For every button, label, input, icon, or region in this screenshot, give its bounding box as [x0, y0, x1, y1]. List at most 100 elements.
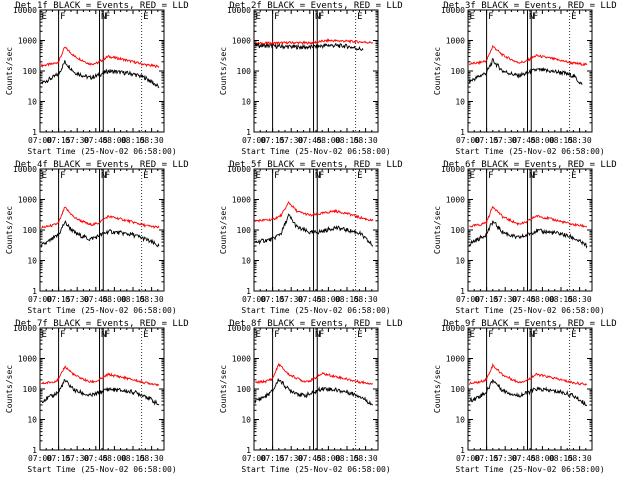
y-tick-label: 10000 — [227, 324, 251, 333]
x-axis-label: Start Time (25-Nov-02 06:58:00) — [455, 465, 604, 474]
x-tick-label: 08:00 — [316, 295, 340, 304]
x-tick-label: 07:15 — [261, 136, 285, 145]
y-tick-label: 100 — [23, 67, 38, 76]
y-tick-label: 1 — [460, 287, 465, 296]
x-tick-label: 07:15 — [475, 136, 499, 145]
y-tick-label: 100 — [23, 226, 38, 235]
event-marker-label: E — [357, 12, 362, 22]
event-marker-label: F — [533, 12, 538, 22]
x-tick-label: 08:30 — [568, 136, 592, 145]
x-tick-label: 07:30 — [65, 295, 89, 304]
x-tick-label: 07:45 — [512, 295, 536, 304]
x-tick-label: 07:15 — [475, 454, 499, 463]
y-tick-label: 10 — [241, 98, 251, 107]
y-axis-label: Counts/sec — [219, 365, 228, 413]
x-tick-label: 08:00 — [102, 454, 126, 463]
event-marker-label: E — [256, 330, 261, 340]
x-tick-label: 08:15 — [335, 295, 359, 304]
x-tick-label: 08:00 — [102, 295, 126, 304]
series-line-events-black — [40, 220, 160, 248]
y-tick-label: 1 — [246, 128, 251, 137]
chart-panel-2: Det 2f BLACK = Events, RED = LLD 1 10 100 10… — [219, 1, 403, 156]
y-tick-label: 1 — [246, 446, 251, 455]
x-tick-label: 07:30 — [279, 454, 303, 463]
x-tick-label: 08:15 — [121, 136, 145, 145]
x-axis-label: Start Time (25-Nov-02 06:58:00) — [455, 147, 604, 156]
x-tick-label: 08:00 — [530, 454, 554, 463]
y-tick-label: 100 — [237, 385, 252, 394]
series-line-events-black — [468, 378, 588, 407]
x-axis-label: Start Time (25-Nov-02 06:58:00) — [241, 147, 390, 156]
event-marker-label: F — [105, 171, 110, 181]
event-marker-label: E — [357, 171, 362, 181]
x-axis-label: Start Time (25-Nov-02 06:58:00) — [241, 306, 390, 315]
event-marker-label: E — [143, 171, 148, 181]
x-axis-label: Start Time (25-Nov-02 06:58:00) — [241, 465, 390, 474]
chart-title: Det 5f BLACK = Events, RED = LLD — [229, 160, 402, 170]
series-line-lld-red — [468, 44, 588, 67]
event-marker-label: F — [274, 12, 279, 22]
chart-panel-9: Det 9f BLACK = Events, RED = LLD 1 10 100 10… — [433, 319, 617, 474]
chart-panel-5: Det 5f BLACK = Events, RED = LLD 1 10 100 10… — [219, 160, 403, 315]
y-tick-label: 1 — [32, 446, 37, 455]
event-marker-label: E — [571, 171, 576, 181]
x-tick-label: 07:00 — [456, 136, 480, 145]
x-tick-label: 07:45 — [84, 454, 108, 463]
y-tick-label: 10000 — [13, 6, 37, 15]
y-tick-label: 1 — [246, 287, 251, 296]
event-marker-label: E — [470, 12, 475, 22]
event-marker-label: F — [274, 330, 279, 340]
x-tick-label: 08:30 — [568, 454, 592, 463]
x-tick-label: 08:30 — [354, 295, 378, 304]
x-tick-label: 07:45 — [298, 295, 322, 304]
y-tick-label: 10 — [27, 257, 37, 266]
x-tick-label: 07:45 — [84, 295, 108, 304]
x-tick-label: 08:00 — [316, 136, 340, 145]
y-axis-label: Counts/sec — [433, 206, 442, 254]
series-line-lld-red — [40, 206, 160, 230]
y-tick-label: 10000 — [441, 6, 465, 15]
x-tick-label: 07:00 — [242, 454, 266, 463]
y-axis-label: Counts/sec — [433, 365, 442, 413]
chart-title: Det 7f BLACK = Events, RED = LLD — [15, 319, 188, 329]
y-tick-label: 10000 — [227, 6, 251, 15]
event-marker-label: F — [105, 12, 110, 22]
chart-title: Det 9f BLACK = Events, RED = LLD — [443, 319, 616, 329]
chart-panel-4: Det 4f BLACK = Events, RED = LLD 1 10 100 10… — [5, 160, 189, 315]
y-tick-label: 10 — [455, 98, 465, 107]
y-tick-label: 10000 — [441, 165, 465, 174]
x-tick-label: 07:30 — [493, 295, 517, 304]
y-tick-label: 10 — [241, 416, 251, 425]
y-tick-label: 1000 — [232, 355, 251, 364]
x-tick-label: 07:00 — [242, 136, 266, 145]
y-tick-label: 10000 — [441, 324, 465, 333]
x-tick-label: 07:15 — [47, 295, 71, 304]
x-tick-label: 07:00 — [28, 295, 52, 304]
x-tick-label: 08:30 — [140, 136, 164, 145]
x-tick-label: 07:30 — [279, 136, 303, 145]
chart-panel-7: Det 7f BLACK = Events, RED = LLD 1 10 100 10… — [5, 319, 189, 474]
y-tick-label: 10000 — [227, 165, 251, 174]
series-line-events-black — [254, 213, 374, 247]
y-tick-label: 100 — [451, 226, 466, 235]
y-tick-label: 1000 — [446, 196, 465, 205]
event-marker-label: E — [143, 330, 148, 340]
x-tick-label: 07:00 — [28, 136, 52, 145]
x-tick-label: 07:00 — [242, 295, 266, 304]
x-tick-label: 07:45 — [298, 454, 322, 463]
series-line-lld-red — [40, 365, 160, 387]
event-marker-label: F — [533, 171, 538, 181]
y-tick-label: 10 — [455, 416, 465, 425]
x-tick-label: 07:45 — [512, 454, 536, 463]
y-tick-label: 1 — [460, 446, 465, 455]
x-tick-label: 07:15 — [261, 295, 285, 304]
x-tick-label: 07:30 — [65, 136, 89, 145]
y-axis-label: Counts/sec — [219, 47, 228, 95]
x-tick-label: 08:00 — [530, 136, 554, 145]
x-tick-label: 07:30 — [65, 454, 89, 463]
chart-title: Det 3f BLACK = Events, RED = LLD — [443, 1, 616, 11]
y-tick-label: 1000 — [232, 37, 251, 46]
x-tick-label: 08:30 — [354, 136, 378, 145]
x-tick-label: 07:30 — [279, 295, 303, 304]
